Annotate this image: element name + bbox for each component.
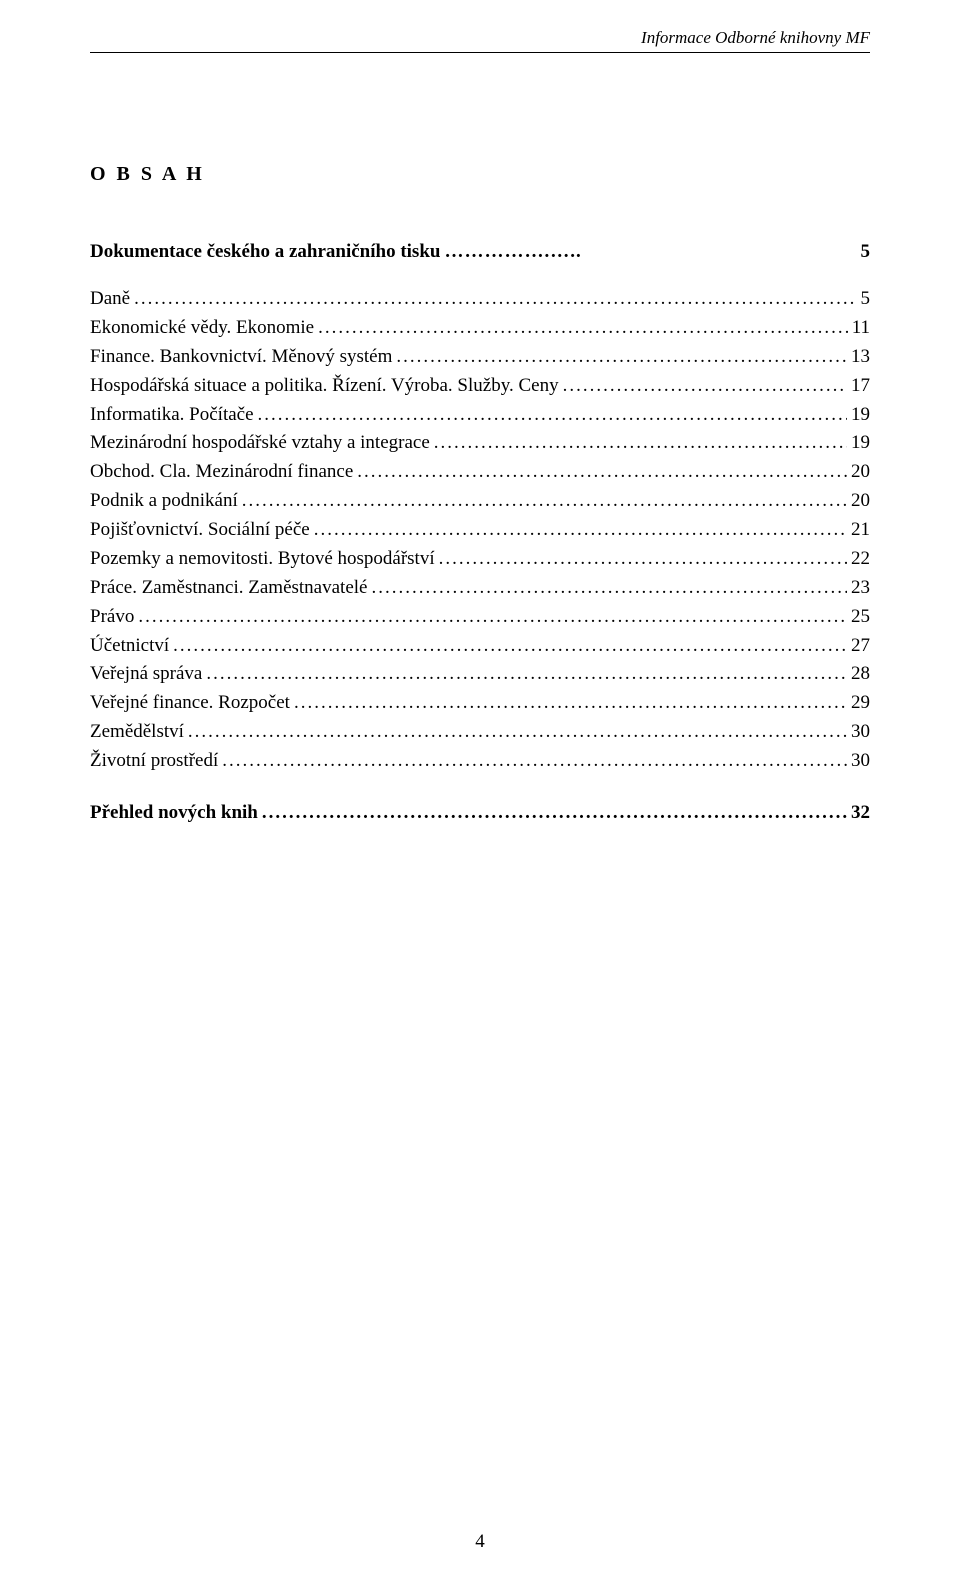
leader-dots: ........................................… [439, 545, 847, 574]
toc-closing-heading: Přehled nových knih ....................… [90, 802, 870, 824]
toc-line: Právo...................................… [90, 603, 870, 632]
leader-dots: ........................................… [206, 660, 847, 689]
toc-entry-page: 20 [851, 458, 870, 487]
toc-entry-page: 21 [851, 516, 870, 545]
toc-entry-page: 11 [852, 314, 870, 343]
leader-dots: ........................................… [188, 718, 847, 747]
toc-entry-text: Podnik a podnikání [90, 487, 238, 516]
toc-entry-text: Účetnictví [90, 632, 169, 661]
toc-entry-text: Finance. Bankovnictví. Měnový systém [90, 343, 392, 372]
toc-entry-page: 22 [851, 545, 870, 574]
toc-entry-text: Veřejná správa [90, 660, 202, 689]
page-number: 4 [0, 1531, 960, 1553]
leader-dots: ........................................… [134, 285, 856, 314]
toc-entry-text: Životní prostředí [90, 747, 218, 776]
toc-entry-page: 27 [851, 632, 870, 661]
toc-entry-text: Veřejné finance. Rozpočet [90, 689, 290, 718]
toc-line: Pojišťovnictví. Sociální péče...........… [90, 516, 870, 545]
leader-dots: ........................................… [396, 343, 847, 372]
toc-entry-text: Práce. Zaměstnanci. Zaměstnavatelé [90, 574, 367, 603]
toc-entry-text: Pojišťovnictví. Sociální péče [90, 516, 310, 545]
toc-entry-text: Mezinárodní hospodářské vztahy a integra… [90, 429, 430, 458]
toc-line: Daně....................................… [90, 285, 870, 314]
leader-dots: ........................................… [318, 314, 848, 343]
running-head: Informace Odborné knihovny MF [90, 28, 870, 48]
toc-line: Životní prostředí.......................… [90, 747, 870, 776]
toc-entry-text: Daně [90, 285, 130, 314]
leader-dots: ........................................… [262, 802, 847, 824]
toc-entry-page: 28 [851, 660, 870, 689]
toc-entry-page: 17 [851, 372, 870, 401]
toc-entry-text: Ekonomické vědy. Ekonomie [90, 314, 314, 343]
toc-line: Práce. Zaměstnanci. Zaměstnavatelé......… [90, 574, 870, 603]
header-rule [90, 52, 870, 53]
leader-dots: ........................................… [138, 603, 847, 632]
toc-section-heading-page: 5 [861, 241, 871, 263]
toc-entry-text: Obchod. Cla. Mezinárodní finance [90, 458, 353, 487]
toc-line: Obchod. Cla. Mezinárodní finance........… [90, 458, 870, 487]
toc-entry-page: 5 [861, 285, 871, 314]
toc-line: Informatika. Počítače...................… [90, 401, 870, 430]
toc-entry-text: Pozemky a nemovitosti. Bytové hospodářst… [90, 545, 435, 574]
leader-dots: ........................................… [242, 487, 847, 516]
toc-line: Hospodářská situace a politika. Řízení. … [90, 372, 870, 401]
toc-entry-text: Hospodářská situace a politika. Řízení. … [90, 372, 559, 401]
toc-entry-page: 29 [851, 689, 870, 718]
toc-closing-heading-text: Přehled nových knih [90, 802, 258, 824]
page-title: O B S A H [90, 163, 870, 186]
leader-dots: ........................................… [173, 632, 847, 661]
leader-dots: ........................................… [434, 429, 847, 458]
leader-dots: ........................................… [222, 747, 847, 776]
toc-line: Účetnictví..............................… [90, 632, 870, 661]
toc-entry-page: 30 [851, 747, 870, 776]
leader-dots: ........................................… [371, 574, 847, 603]
toc-entry-page: 19 [851, 401, 870, 430]
toc-entry-page: 13 [851, 343, 870, 372]
toc-section-heading: Dokumentace českého a zahraničního tisku… [90, 241, 870, 263]
toc-line: Pozemky a nemovitosti. Bytové hospodářst… [90, 545, 870, 574]
toc-entry-text: Zemědělství [90, 718, 184, 747]
leader-dots: ........................................… [357, 458, 847, 487]
leader-dots: …………….….. [444, 241, 856, 263]
toc-line: Mezinárodní hospodářské vztahy a integra… [90, 429, 870, 458]
toc-entry-text: Právo [90, 603, 134, 632]
toc-list: Daně....................................… [90, 285, 870, 776]
toc-entry-page: 20 [851, 487, 870, 516]
toc-line: Podnik a podnikání......................… [90, 487, 870, 516]
toc-entry-page: 30 [851, 718, 870, 747]
toc-entry-text: Informatika. Počítače [90, 401, 254, 430]
toc-entry-page: 23 [851, 574, 870, 603]
leader-dots: ........................................… [294, 689, 847, 718]
toc-entry-page: 19 [851, 429, 870, 458]
toc-line: Ekonomické vědy. Ekonomie...............… [90, 314, 870, 343]
toc-closing-heading-page: 32 [851, 802, 870, 824]
toc-section-heading-text: Dokumentace českého a zahraničního tisku [90, 241, 440, 263]
toc-line: Veřejné finance. Rozpočet...............… [90, 689, 870, 718]
toc-entry-page: 25 [851, 603, 870, 632]
leader-dots: ........................................… [563, 372, 847, 401]
toc-line: Veřejná správa..........................… [90, 660, 870, 689]
leader-dots: ........................................… [258, 401, 847, 430]
toc-line: Zemědělství.............................… [90, 718, 870, 747]
page: Informace Odborné knihovny MF O B S A H … [0, 0, 960, 1593]
toc-line: Finance. Bankovnictví. Měnový systém....… [90, 343, 870, 372]
leader-dots: ........................................… [314, 516, 847, 545]
